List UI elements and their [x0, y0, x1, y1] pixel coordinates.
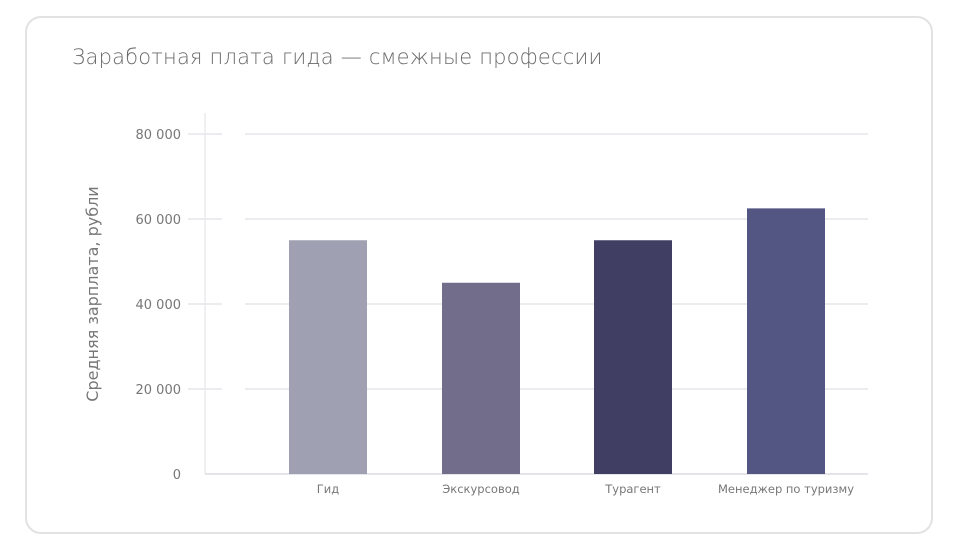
x-tick-label: Менеджер по туризму — [718, 482, 854, 496]
bar — [442, 282, 520, 474]
y-tick-label: 0 — [173, 468, 181, 483]
y-tick-label: 80 000 — [136, 128, 182, 143]
chart-card — [25, 16, 933, 534]
y-tick-label: 20 000 — [136, 383, 182, 398]
y-tick-label: 40 000 — [136, 298, 182, 313]
x-tick-label: Гид — [317, 482, 339, 496]
y-tick-label: 60 000 — [136, 213, 182, 228]
bar — [289, 240, 367, 474]
chart-title: Заработная плата гида — смежные професси… — [72, 45, 603, 69]
bar — [747, 208, 825, 474]
x-tick-label: Турагент — [604, 482, 661, 496]
y-axis-label: Средняя зарплата, рубли — [83, 186, 102, 401]
bar — [594, 240, 672, 474]
x-tick-label: Экскурсовод — [442, 482, 520, 496]
